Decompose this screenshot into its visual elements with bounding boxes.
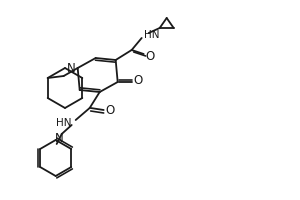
Text: O: O <box>145 50 154 64</box>
Text: O: O <box>105 104 114 117</box>
Text: HN: HN <box>144 30 159 40</box>
Text: HN: HN <box>56 118 72 128</box>
Text: N: N <box>67 62 76 75</box>
Text: O: O <box>133 74 142 88</box>
Text: N: N <box>55 132 64 144</box>
